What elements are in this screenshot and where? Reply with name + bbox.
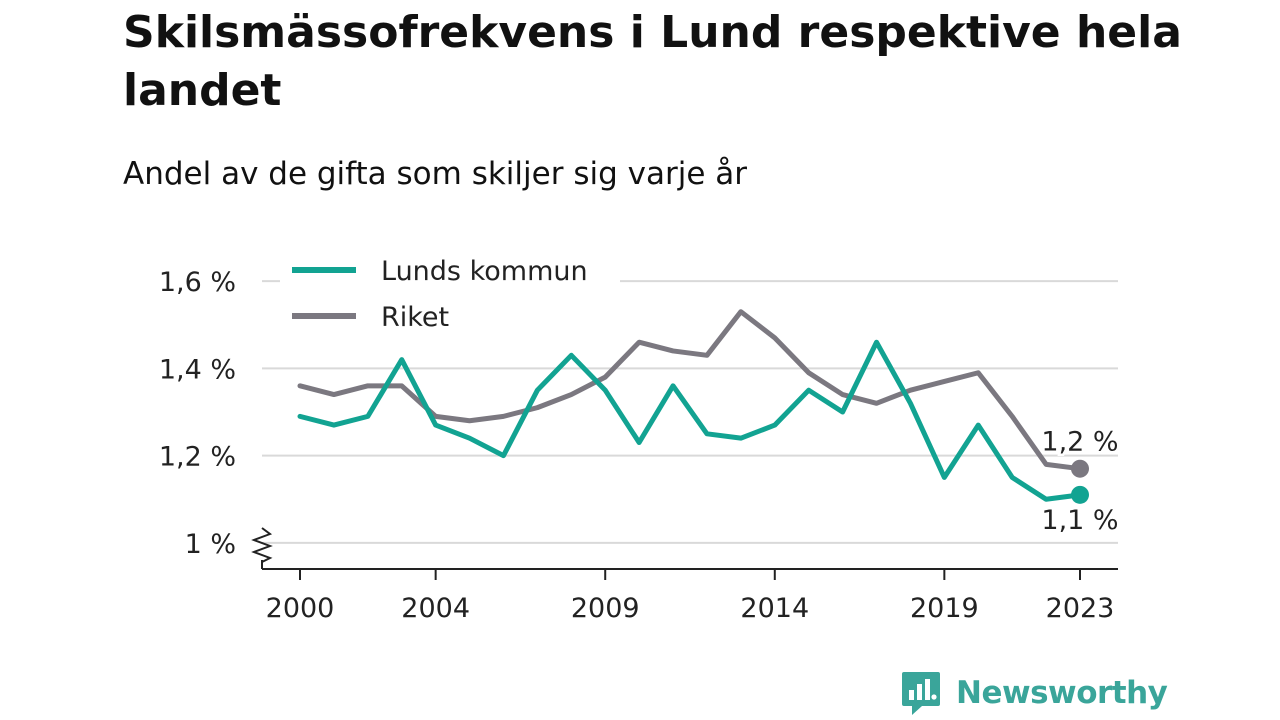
y-tick-label: 1,2 % <box>159 442 236 473</box>
chart-title: Skilsmässofrekvens i Lund respektive hel… <box>123 7 1182 116</box>
x-tick-label: 2000 <box>266 593 335 624</box>
end-value-label: 1,1 % <box>1041 505 1118 536</box>
x-tick-label: 2023 <box>1046 593 1115 624</box>
chart-subtitle: Andel av de gifta som skiljer sig varje … <box>123 156 747 192</box>
y-tick-label: 1 % <box>185 529 236 560</box>
x-tick-label: 2014 <box>740 593 809 624</box>
series-lines <box>297 309 1089 504</box>
end-value-label: 1,2 % <box>1041 427 1118 458</box>
x-tick-label: 2004 <box>401 593 470 624</box>
x-tick-label: 2019 <box>910 593 979 624</box>
x-tick-label: 2009 <box>571 593 640 624</box>
end-labels: 1,2 % 1,1 % <box>1039 424 1121 538</box>
legend-background <box>280 250 620 342</box>
brand-name: Newsworthy <box>956 675 1168 711</box>
y-axis-break <box>251 527 273 563</box>
newsworthy-logo-icon <box>902 672 940 715</box>
series-end-point <box>1071 459 1089 478</box>
legend-label: Lunds kommun <box>381 256 588 287</box>
legend: Lunds kommun Riket <box>280 250 620 342</box>
axes: 1 % 1,2 % 1,4 % 1,6 % 2000 2004 2009 2014 2019 20… <box>159 267 1118 624</box>
legend-label: Riket <box>381 302 449 333</box>
brand-logo: Newsworthy <box>900 670 1168 716</box>
series-end-point <box>1071 485 1089 504</box>
series-line <box>297 339 1083 502</box>
y-tick-label: 1,4 % <box>159 354 236 385</box>
y-tick-label: 1,6 % <box>159 267 236 298</box>
